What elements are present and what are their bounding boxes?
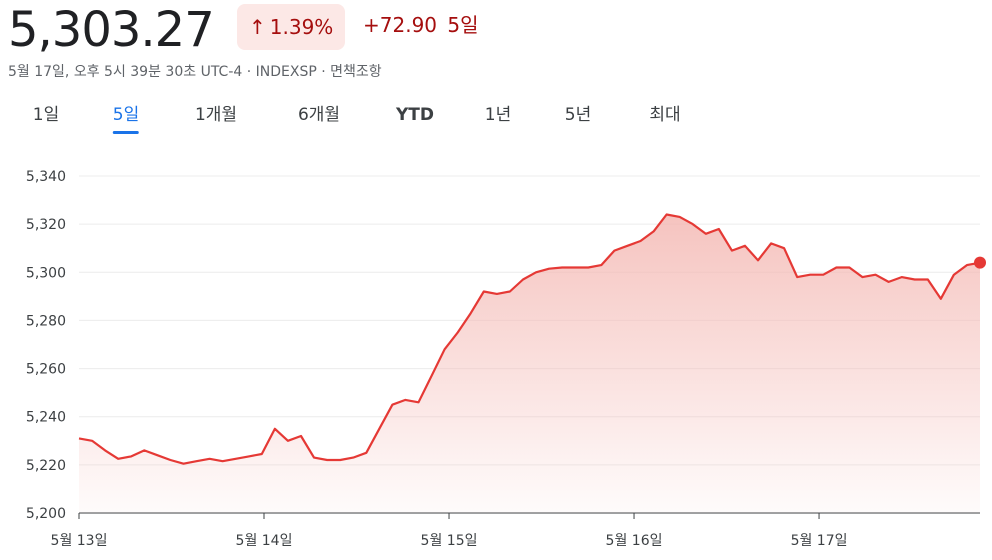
y-tick-label: 5,340	[26, 169, 66, 185]
tab-5-day[interactable]: 5일	[112, 98, 140, 134]
price-chart[interactable]: 5,200 5,220 5,240 5,260 5,280 5,300 5,320 5,340…	[0, 140, 992, 560]
tab-ytd[interactable]: YTD	[395, 105, 435, 125]
price-area-fill	[79, 214, 980, 513]
y-tick-label: 5,240	[26, 410, 66, 426]
tab-max[interactable]: 최대	[649, 105, 681, 125]
quote-header: 5,303.27 ↑ 1.39% +72.90 5일	[8, 0, 988, 60]
x-tick-label: 5월 14일	[236, 533, 293, 549]
arrow-up-icon: ↑	[249, 15, 266, 39]
x-tick-label: 5월 17일	[791, 533, 848, 549]
y-tick-label: 5,260	[26, 362, 66, 378]
y-tick-label: 5,300	[26, 265, 66, 281]
absolute-change: +72.90	[363, 13, 438, 37]
tab-6-month[interactable]: 6개월	[297, 105, 341, 125]
percent-change: 1.39%	[269, 15, 334, 39]
tab-5-year[interactable]: 5년	[564, 105, 592, 125]
tab-1-day[interactable]: 1일	[32, 105, 60, 125]
y-tick-label: 5,320	[26, 217, 66, 233]
range-tabs: 1일 5일 1개월 6개월 YTD 1년 5년 최대	[0, 98, 720, 138]
y-tick-label: 5,200	[26, 506, 66, 522]
period-label: 5일	[447, 13, 479, 37]
x-tick-label: 5월 15일	[421, 533, 478, 549]
tab-1-month[interactable]: 1개월	[194, 105, 238, 125]
meta-line: 5월 17일, 오후 5시 39분 30초 UTC-4 · INDEXSP · …	[8, 64, 382, 80]
last-price-dot	[974, 256, 986, 269]
x-tick-label: 5월 13일	[51, 533, 108, 549]
index-price: 5,303.27	[8, 2, 215, 58]
y-tick-label: 5,280	[26, 313, 66, 329]
tab-1-year[interactable]: 1년	[484, 105, 512, 125]
y-tick-label: 5,220	[26, 458, 66, 474]
percent-change-badge: ↑ 1.39%	[237, 4, 346, 50]
absolute-change-group: +72.90 5일	[363, 10, 479, 40]
x-tick-label: 5월 16일	[606, 533, 663, 549]
price-line	[78, 213, 981, 465]
